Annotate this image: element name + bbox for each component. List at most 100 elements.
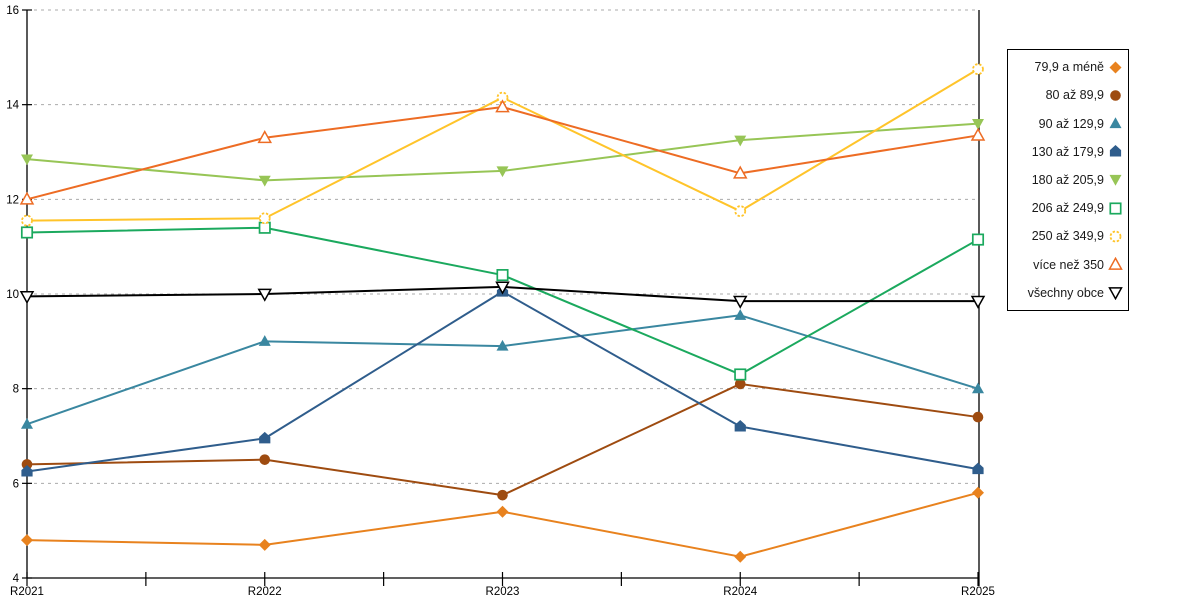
triangle-down-icon [21, 154, 33, 166]
pentagon-icon [259, 431, 271, 444]
x-tick-label: R2021 [10, 586, 44, 598]
circle-icon [734, 205, 747, 218]
x-tick-label: R2024 [723, 586, 757, 598]
circle-icon [258, 212, 271, 225]
series-180-a-205-9 [21, 119, 984, 187]
series-79-9-a-m-n [21, 486, 984, 563]
legend-label: 250 až 349,9 [1031, 229, 1104, 244]
legend-item-80-a-89-9: 80 až 89,9 [1008, 88, 1128, 103]
x-tick-label: R2023 [486, 586, 520, 598]
circle-icon [21, 459, 33, 470]
legend-item-180-a-205-9: 180 až 205,9 [1008, 172, 1128, 187]
diamond-icon [258, 538, 271, 551]
legend-label: 130 až 179,9 [1031, 144, 1104, 159]
series-line-250-a-349-9 [26, 68, 979, 222]
series-130-a-179-9 [21, 285, 984, 477]
triangle-up-icon [972, 382, 984, 394]
series-line-130-a-179-9 [26, 290, 979, 473]
triangle-up-icon [1109, 117, 1122, 129]
legend-label: všechny obce [1027, 285, 1104, 300]
square-icon [734, 368, 747, 381]
legend-marker [1110, 90, 1121, 101]
chart-legend: 79,9 a méně 80 až 89,9 90 až 129,9 130 až 1… [1007, 49, 1129, 311]
pentagon-icon [734, 420, 746, 432]
series-80-a-89-9 [21, 378, 984, 501]
pentagon-icon [21, 465, 33, 477]
legend-item-130-a-179-9: 130 až 179,9 [1008, 144, 1128, 159]
triangle-down-icon [732, 295, 748, 309]
series-line-80-a-89-9 [26, 382, 979, 497]
legend-item-79-9-a-m-n: 79,9 a méně [1008, 60, 1128, 75]
series-line-v-ce-ne-350 [26, 106, 979, 201]
triangle-down-icon [496, 166, 509, 178]
triangle-down-icon [970, 295, 986, 309]
series-90-a-129-9 [21, 309, 984, 429]
triangle-down-icon [257, 288, 273, 302]
diamond-icon [496, 505, 509, 518]
legend-item-v-echny-obce: všechny obce [1008, 285, 1128, 301]
circle-icon [972, 63, 984, 76]
y-tick-label: 4 [13, 573, 20, 585]
triangle-down-icon [495, 281, 510, 295]
y-tick-label: 16 [6, 5, 19, 17]
triangle-down-icon [734, 135, 747, 147]
x-tick-label: R2025 [961, 586, 995, 598]
series-line-90-a-129-9 [26, 314, 979, 426]
y-tick-label: 8 [13, 384, 19, 396]
circle-icon [1109, 230, 1122, 243]
triangle-up-icon [21, 417, 33, 429]
legend-label: 180 až 205,9 [1031, 172, 1104, 187]
y-tick-label: 14 [6, 100, 19, 112]
x-tick-label: R2022 [248, 586, 282, 598]
legend-label: 90 až 129,9 [1038, 116, 1104, 131]
circle-icon [21, 214, 33, 227]
pentagon-icon [972, 462, 984, 475]
square-icon [971, 233, 985, 246]
legend-label: 79,9 a méně [1034, 60, 1105, 75]
legend-label: 80 až 89,9 [1045, 88, 1104, 103]
triangle-down-icon [1109, 175, 1122, 187]
legend-marker [1109, 117, 1122, 129]
circle-icon [734, 378, 746, 390]
legend-marker [1109, 230, 1122, 243]
triangle-up-icon [732, 165, 748, 179]
diamond-icon [21, 534, 33, 547]
legend-item-v-ce-ne-350: více než 350 [1008, 257, 1128, 272]
legend-label: více než 350 [1033, 257, 1104, 272]
y-tick-label: 6 [13, 478, 19, 490]
legend-marker [1108, 287, 1123, 301]
square-icon [20, 226, 34, 239]
square-icon [496, 269, 509, 282]
triangle-up-icon [734, 309, 747, 320]
square-icon [1109, 202, 1122, 215]
diamond-icon [972, 486, 984, 499]
triangle-up-icon [1108, 257, 1123, 270]
triangle-up-icon [970, 127, 986, 141]
circle-icon [496, 91, 509, 104]
legend-item-206-a-249-9: 206 až 249,9 [1008, 201, 1128, 216]
series-v-ce-ne-350 [19, 99, 986, 205]
diamond-icon [1109, 61, 1122, 74]
circle-icon [972, 411, 984, 423]
series-250-a-349-9 [21, 63, 984, 227]
circle-icon [259, 454, 271, 465]
square-icon [258, 221, 271, 234]
legend-marker [1109, 202, 1122, 215]
triangle-down-icon [972, 119, 984, 130]
gridlines [27, 9, 978, 484]
triangle-up-icon [495, 99, 510, 113]
legend-marker [1109, 61, 1122, 74]
y-tick-label: 12 [6, 194, 19, 206]
triangle-up-icon [258, 335, 271, 346]
series-v-echny-obce [19, 281, 986, 309]
diamond-icon [734, 550, 747, 563]
triangle-up-icon [19, 191, 35, 205]
legend-marker [1108, 257, 1123, 270]
triangle-up-icon [257, 130, 273, 144]
triangle-down-icon [258, 175, 271, 187]
triangle-down-icon [1108, 287, 1123, 301]
legend-item-90-a-129-9: 90 až 129,9 [1008, 116, 1128, 131]
pentagon-icon [1109, 145, 1122, 157]
